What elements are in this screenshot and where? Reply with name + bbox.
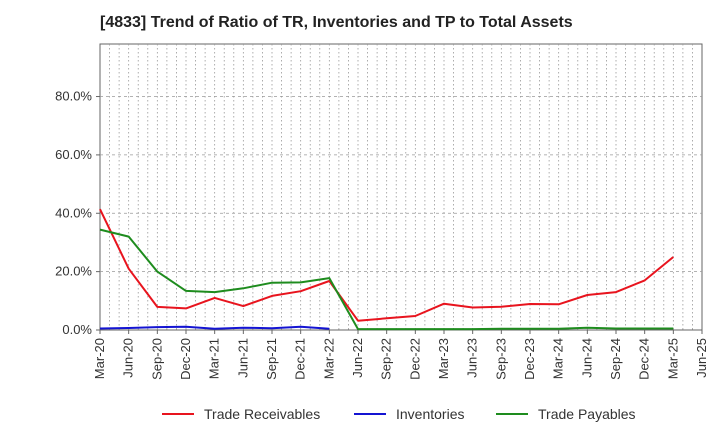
chart-title: [4833] Trend of Ratio of TR, Inventories… (100, 14, 573, 31)
x-tick-label: Mar-22 (321, 338, 336, 379)
plot-area (99, 43, 703, 331)
y-tick-label: 20.0% (55, 264, 92, 279)
y-tick-label: 0.0% (62, 322, 92, 337)
series-line-trade-receivables (99, 208, 674, 322)
y-axis: 0.0% 20.0% 40.0% 60.0% 80.0% (55, 89, 100, 337)
x-tick-label: Sep-24 (608, 338, 623, 380)
x-tick-label: Mar-20 (92, 338, 107, 379)
y-tick-label: 60.0% (55, 147, 92, 162)
x-tick-label: Mar-23 (436, 338, 451, 379)
x-tick-label: Jun-20 (121, 338, 136, 378)
x-tick-label: Jun-23 (465, 338, 480, 378)
grid-lines (100, 44, 702, 330)
x-tick-label: Sep-21 (264, 338, 279, 380)
x-tick-label: Dec-21 (293, 338, 308, 380)
series-lines (99, 208, 674, 331)
x-tick-label: Mar-24 (551, 338, 566, 379)
y-tick-label: 80.0% (55, 89, 92, 104)
legend-label-trade-receivables: Trade Receivables (204, 406, 320, 422)
x-tick-label: Sep-20 (149, 338, 164, 380)
x-tick-label: Dec-23 (522, 338, 537, 380)
x-tick-label: Dec-22 (407, 338, 422, 380)
x-tick-label: Jun-21 (235, 338, 250, 378)
x-tick-label: Jun-24 (579, 338, 594, 378)
x-tick-label: Jun-25 (694, 338, 709, 378)
legend: Trade Receivables Inventories Trade Payabl… (162, 406, 636, 422)
x-tick-label: Mar-25 (665, 338, 680, 379)
legend-label-inventories: Inventories (396, 406, 464, 422)
x-tick-label: Sep-23 (493, 338, 508, 380)
series-line-inventories (99, 325, 330, 330)
series-line-trade-payables (99, 228, 674, 331)
x-tick-label: Sep-22 (379, 338, 394, 380)
x-tick-label: Dec-20 (178, 338, 193, 380)
x-tick-label: Mar-21 (207, 338, 222, 379)
x-tick-label: Dec-24 (637, 338, 652, 380)
y-tick-label: 40.0% (55, 205, 92, 220)
x-axis: Mar-20 Jun-20 Sep-20 Dec-20 Mar-21 Jun-21 Sep-… (92, 330, 709, 380)
x-tick-label: Jun-22 (350, 338, 365, 378)
legend-label-trade-payables: Trade Payables (538, 406, 636, 422)
